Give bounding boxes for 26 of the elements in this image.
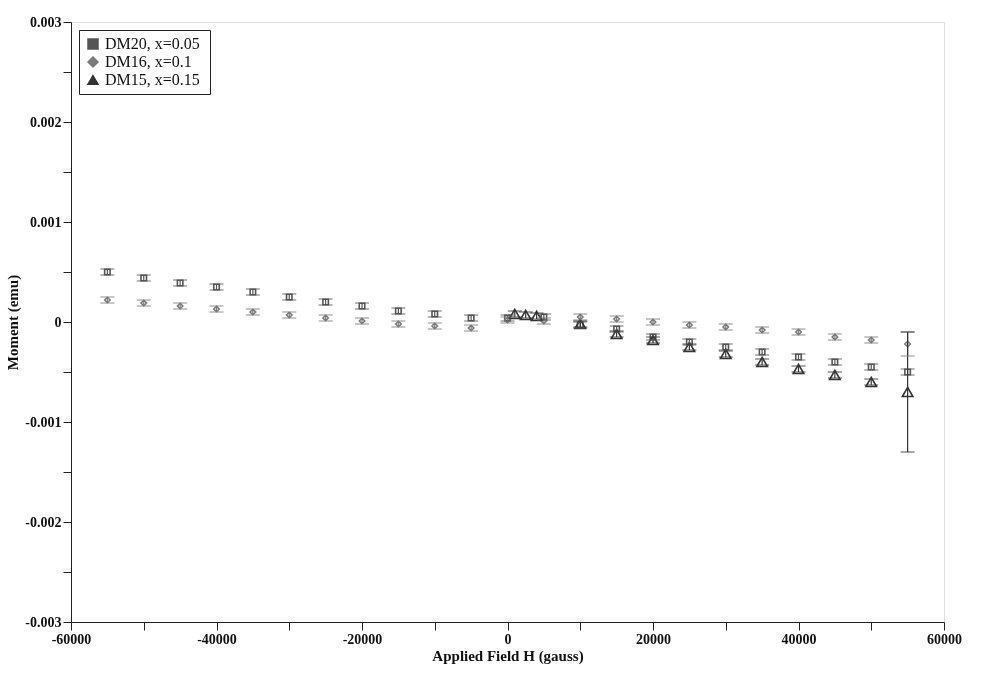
point (758, 348, 766, 356)
point (176, 279, 184, 287)
y-tick-label: 0.001 (30, 214, 62, 230)
legend-label: DM16, x=0.1 (105, 53, 192, 70)
x-tick-label: 60000 (927, 631, 962, 647)
x-tick-label: 0 (504, 631, 512, 647)
x-axis-title: Applied Field H (gauss) (432, 647, 584, 665)
point (831, 358, 839, 366)
y-tick-label: 0.003 (30, 14, 62, 30)
legend-label: DM15, x=0.15 (105, 71, 200, 88)
y-tick-label: 0 (54, 314, 62, 330)
legend-label: DM20, x=0.05 (105, 35, 200, 52)
x-tick-label: -20000 (342, 631, 383, 647)
point (467, 314, 475, 322)
y-tick-label: -0.003 (25, 614, 62, 630)
y-tick-label: 0.002 (30, 114, 62, 130)
x-tick-label: 40000 (781, 631, 817, 647)
y-axis-title: Moment (emu) (5, 274, 23, 371)
x-tick-label: -60000 (51, 631, 92, 647)
point (358, 302, 366, 310)
point (901, 386, 914, 398)
x-tick-label: 20000 (636, 631, 671, 647)
point (249, 288, 257, 296)
x-tick-label: -40000 (197, 631, 237, 647)
y-tick-label: -0.002 (25, 514, 62, 530)
y-tick-label: -0.001 (25, 414, 62, 430)
